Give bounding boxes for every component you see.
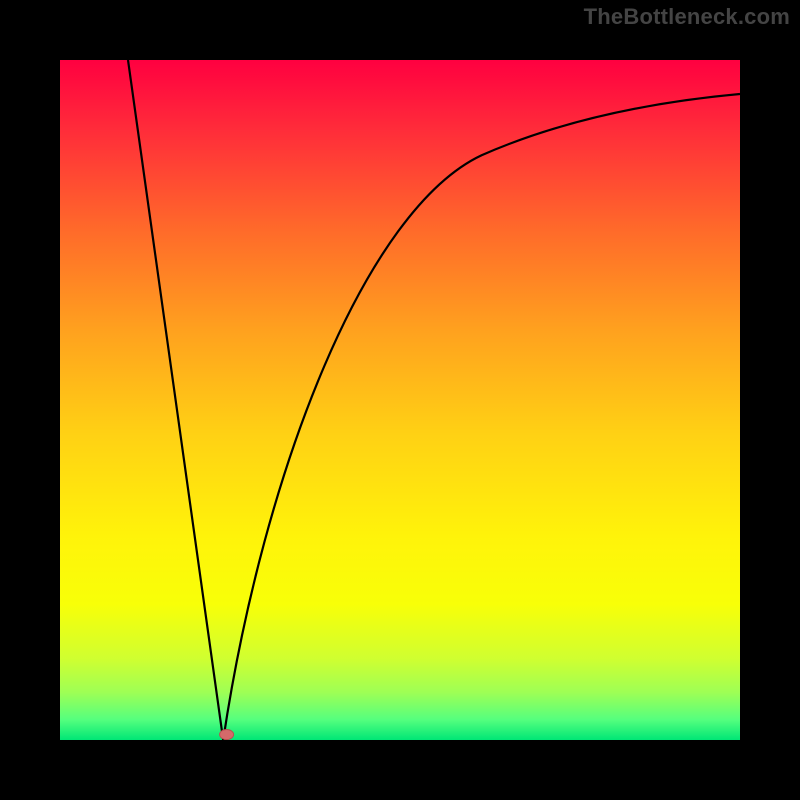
chart-container: TheBottleneck.com bbox=[0, 0, 800, 800]
bottleneck-chart bbox=[0, 0, 800, 800]
optimal-point-marker bbox=[220, 730, 234, 740]
plot-background bbox=[60, 60, 740, 740]
watermark-text: TheBottleneck.com bbox=[584, 4, 790, 30]
